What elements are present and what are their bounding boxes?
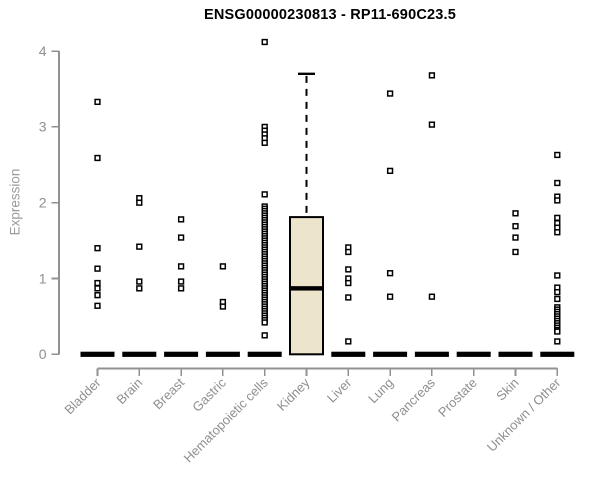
outlier-point [428,293,436,300]
outlier-point [261,139,268,146]
outlier-point [94,154,101,162]
box-median-line [290,286,323,291]
outlier-point [428,121,436,128]
y-tick-label: 0 [39,346,47,362]
y-tick-label: 2 [39,195,47,211]
outlier-point [261,332,268,339]
zero-bar [331,351,366,357]
outlier-point [136,285,143,292]
x-tick-label: Lung [365,375,396,406]
outlier-point [94,265,101,272]
zero-bar [205,351,240,357]
outlier-point [386,167,394,175]
x-tick-label: Brain [113,375,145,407]
zero-bar [414,351,449,357]
outlier-point [136,278,143,285]
outlier-point [136,243,143,250]
outlier-point [554,197,561,204]
outlier-point [512,248,519,256]
outlier-point [512,234,519,241]
outlier-point [94,292,101,299]
outlier-point [386,90,394,97]
outlier-point [512,210,519,217]
outlier-point [512,223,519,230]
outlier-point [94,279,101,287]
outlier-point [386,270,394,277]
outlier-point [219,303,227,310]
x-tick-label: Liver [324,375,355,406]
zero-bar [498,351,533,357]
outlier-point [94,302,101,309]
outlier-point [345,279,352,287]
outlier-point [219,263,227,270]
x-tick-label: Skin [493,375,521,403]
outlier-point [177,285,185,292]
outlier-point [345,294,352,301]
outlier-point [177,216,185,223]
outlier-point [94,245,101,252]
zero-bar [164,351,199,357]
outlier-point [177,234,185,241]
zero-bar [247,351,282,357]
outlier-point [386,293,394,300]
zero-bar [540,351,575,357]
outlier-point [554,295,561,303]
outlier-point [428,72,436,79]
outlier-point [554,179,561,187]
box [289,216,324,356]
x-tick-label: Pancreas [389,375,439,425]
x-tick-label: Prostate [435,375,480,420]
zero-bar [456,351,491,357]
zero-bar [122,351,157,357]
zero-bar [80,351,115,357]
outlier-point [261,191,268,198]
outlier-point [554,151,561,159]
outlier-point [94,285,101,292]
outlier-point [345,248,352,256]
x-tick-label: Bladder [61,375,104,418]
x-tick-label: Unknown / Other [484,375,564,455]
outlier-point [554,328,561,335]
outlier-point [345,338,352,345]
y-tick-label: 3 [39,119,47,135]
y-tick-label: 1 [39,270,47,286]
outlier-point [554,214,561,222]
y-tick-label: 4 [39,43,47,59]
x-tick-label: Breast [150,375,187,412]
outlier-point [554,272,561,279]
x-tick-label: Kidney [274,375,313,414]
outlier-point [345,266,352,273]
chart-title: ENSG00000230813 - RP11-690C23.5 [203,7,457,23]
outlier-point [136,199,143,206]
outlier-point [94,98,101,106]
outlier-point [554,288,561,296]
outlier-point [261,319,268,326]
outlier-point [554,338,561,345]
outlier-point [177,278,185,285]
x-tick-label: Gastric [189,375,229,415]
outlier-point [554,229,561,236]
outlier-point [261,38,268,46]
outlier-point [177,263,185,270]
zero-bar [373,351,408,357]
